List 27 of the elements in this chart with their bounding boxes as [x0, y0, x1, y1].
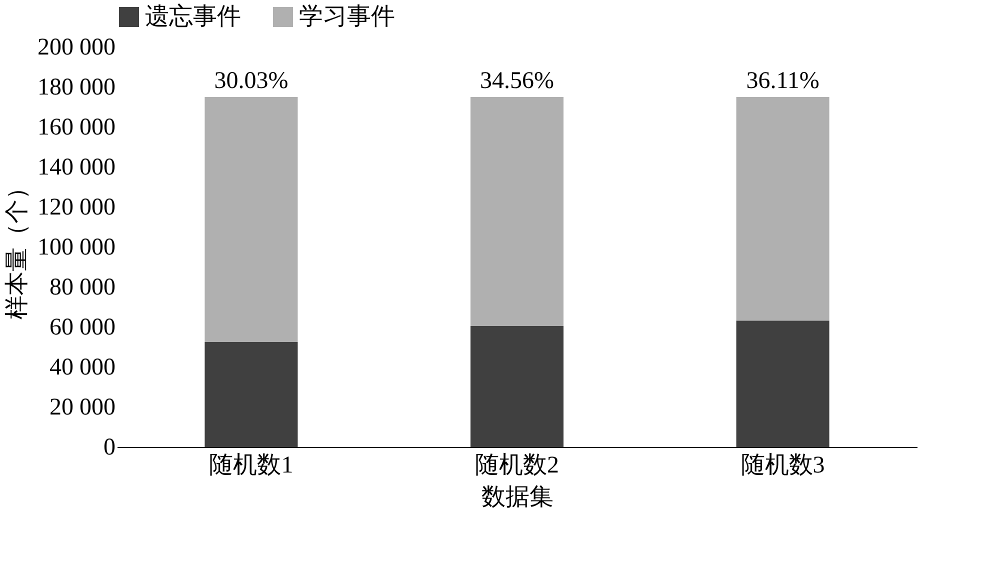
- bar: [470, 326, 564, 447]
- annotation: 34.56%: [480, 68, 554, 94]
- bar: [736, 320, 830, 447]
- y-tick-label: 40 000: [50, 354, 116, 380]
- legend-label: 学习事件: [299, 4, 395, 30]
- bar: [470, 97, 564, 326]
- y-tick-label: 120 000: [38, 194, 116, 220]
- y-tick-label: 200 000: [38, 34, 116, 60]
- y-tick-label: 0: [104, 434, 116, 460]
- y-tick-label: 160 000: [38, 114, 116, 140]
- bar: [736, 97, 830, 321]
- x-tick-label: 随机数3: [740, 452, 825, 478]
- annotation: 36.11%: [746, 68, 820, 94]
- y-tick-label: 180 000: [38, 74, 116, 100]
- x-axis-title: 数据集: [482, 484, 554, 510]
- y-axis-title: 样本量（个）: [4, 176, 30, 320]
- legend-label: 遗忘事件: [145, 3, 241, 30]
- bar: [204, 342, 298, 447]
- y-tick-label: 80 000: [50, 274, 116, 300]
- y-tick-label: 20 000: [50, 394, 116, 420]
- bar: [204, 97, 298, 342]
- x-tick-label: 随机数1: [209, 452, 294, 478]
- y-tick-label: 100 000: [38, 234, 116, 260]
- x-tick-label: 随机数2: [475, 452, 559, 478]
- y-tick-label: 140 000: [38, 154, 116, 180]
- annotation: 30.03%: [214, 68, 288, 94]
- y-tick-label: 60 000: [50, 314, 116, 340]
